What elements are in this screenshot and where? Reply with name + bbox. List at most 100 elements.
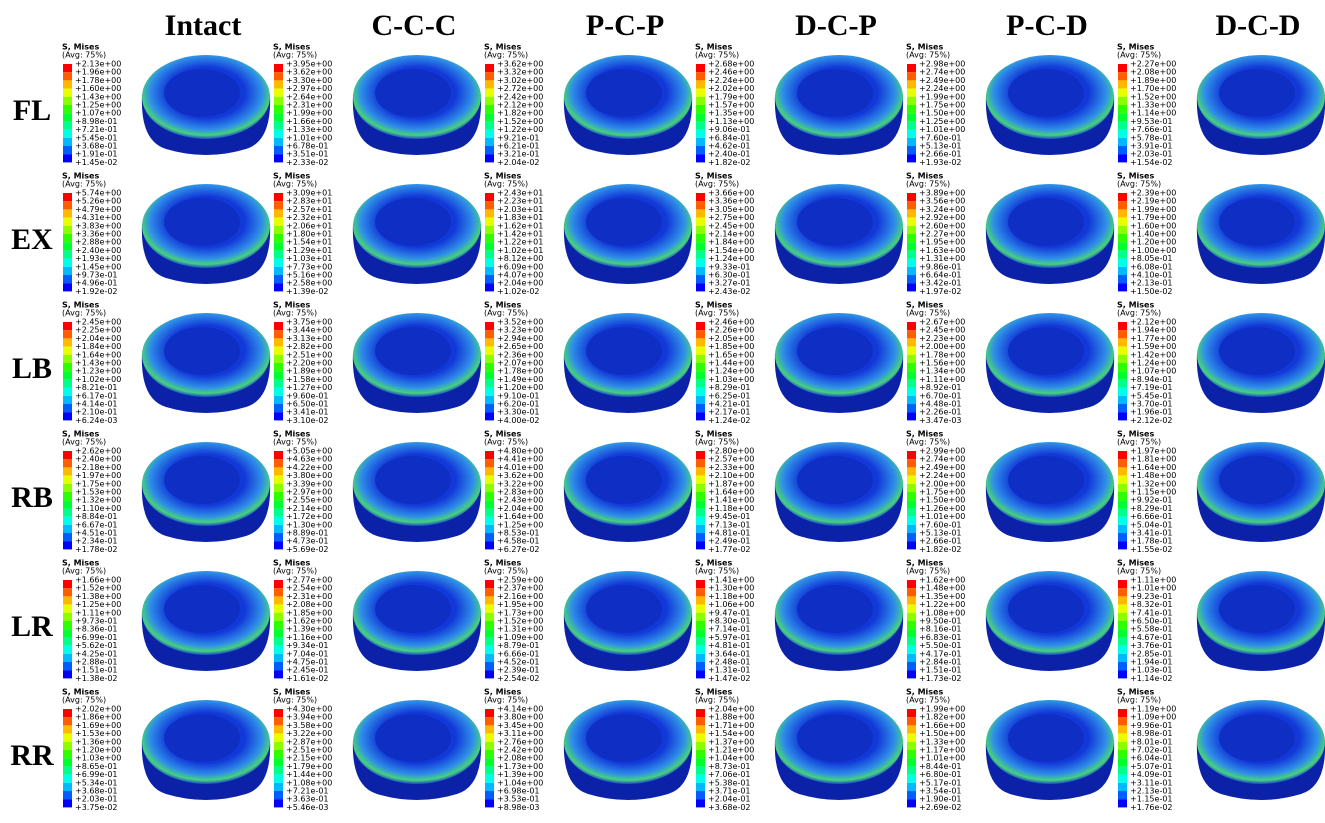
- legend-swatch: [907, 387, 916, 396]
- legend-value: +2.26e-01: [919, 408, 962, 417]
- legend-swatch: [907, 146, 916, 155]
- legend-swatch: [274, 741, 283, 750]
- legend-value: +3.62e+00: [497, 471, 543, 480]
- legend-value: +2.49e+00: [919, 463, 965, 472]
- legend-swatch: [907, 612, 916, 621]
- legend-swatch: [1118, 137, 1127, 146]
- legend-title: S, Mises: [695, 559, 732, 568]
- legend-value: +1.03e-01: [1130, 666, 1173, 675]
- legend-swatch: [1118, 500, 1127, 509]
- legend-swatch: [696, 541, 705, 550]
- legend-swatch: [485, 234, 494, 243]
- legend-value: +1.09e+00: [1130, 713, 1176, 722]
- legend-value: +2.40e-01: [708, 150, 751, 159]
- legend-title: S, Mises: [484, 430, 521, 439]
- legend-value: +2.07e+00: [497, 359, 543, 368]
- legend-value: +1.00e+00: [1130, 246, 1176, 255]
- legend-swatch: [1118, 250, 1127, 259]
- legend-subtitle: (Avg: 75%): [273, 180, 317, 189]
- legend-swatch: [696, 604, 705, 613]
- legend-swatch: [63, 72, 72, 81]
- legend-value: +2.33e-02: [286, 158, 329, 167]
- legend-value: +7.19e-01: [1130, 383, 1173, 392]
- legend-value: +2.23e+00: [919, 334, 965, 343]
- legend-swatch: [696, 105, 705, 114]
- legend-swatch: [63, 363, 72, 372]
- legend-swatch: [63, 451, 72, 460]
- legend-swatch: [1118, 371, 1127, 380]
- model-core: [375, 198, 451, 246]
- legend-swatch: [485, 604, 494, 613]
- cell: S, Mises(Avg: 75%)+5.05e+00+4.63e+00+4.2…: [273, 430, 482, 554]
- legend-value: +2.12e+00: [1130, 318, 1176, 327]
- legend-swatch: [274, 217, 283, 226]
- legend-title: S, Mises: [695, 172, 732, 181]
- model-core: [797, 69, 873, 117]
- legend-swatch: [1118, 121, 1127, 130]
- legend-value: +9.60e-01: [286, 391, 329, 400]
- legend-swatch: [907, 717, 916, 726]
- legend-swatch: [696, 637, 705, 646]
- legend-value: +9.92e-01: [1130, 496, 1173, 505]
- legend-swatch: [274, 467, 283, 476]
- legend-swatch: [63, 371, 72, 380]
- legend-value: +1.82e+00: [497, 109, 543, 118]
- legend-swatch: [274, 338, 283, 347]
- legend-swatch: [907, 371, 916, 380]
- cell: S, Mises(Avg: 75%)+2.39e+00+2.19e+00+1.9…: [1117, 172, 1325, 296]
- legend-value: +1.79e+00: [1130, 213, 1176, 222]
- legend-value: +8.01e-01: [1130, 737, 1173, 746]
- legend-title: S, Mises: [62, 430, 99, 439]
- legend-swatch: [1118, 774, 1127, 783]
- legend-swatch: [485, 129, 494, 138]
- legend-swatch: [696, 475, 705, 484]
- legend-swatch: [63, 766, 72, 775]
- legend-swatch: [63, 741, 72, 750]
- legend-swatch: [274, 379, 283, 388]
- legend-value: +2.66e-01: [919, 537, 962, 546]
- legend-value: +5.07e-01: [1130, 762, 1173, 771]
- legend-swatch: [1118, 395, 1127, 404]
- legend-value: +8.98e-03: [497, 803, 540, 812]
- legend-value: +1.32e+00: [1130, 479, 1176, 488]
- legend-swatch: [696, 193, 705, 202]
- legend-swatch: [696, 209, 705, 218]
- legend-subtitle: (Avg: 75%): [484, 567, 528, 576]
- legend-value: +1.99e+00: [919, 92, 965, 101]
- legend-title: S, Mises: [906, 559, 943, 568]
- legend-value: +3.52e+00: [497, 318, 543, 327]
- model-core: [375, 69, 451, 117]
- legend-swatch: [907, 193, 916, 202]
- legend-value: +1.24e+00: [1130, 359, 1176, 368]
- legend-value: +2.64e+00: [286, 92, 332, 101]
- model-core: [797, 714, 873, 762]
- legend-value: +1.31e-01: [708, 666, 751, 675]
- legend-subtitle: (Avg: 75%): [484, 309, 528, 318]
- legend-swatch: [696, 621, 705, 630]
- legend-swatch: [485, 88, 494, 97]
- legend-value: +7.13e-01: [708, 520, 751, 529]
- legend-value: +2.45e+00: [919, 326, 965, 335]
- legend-swatch: [485, 774, 494, 783]
- legend-swatch: [907, 275, 916, 284]
- legend-value: +3.64e-01: [708, 649, 751, 658]
- legend-swatch: [485, 580, 494, 589]
- legend-value: +2.08e+00: [1130, 68, 1176, 77]
- legend-swatch: [907, 451, 916, 460]
- legend-swatch: [1118, 387, 1127, 396]
- legend-swatch: [485, 612, 494, 621]
- legend-swatch: [696, 80, 705, 89]
- legend-value: +4.30e+00: [286, 705, 332, 714]
- legend-value: +1.85e+00: [708, 342, 754, 351]
- legend-value: +1.78e+00: [497, 367, 543, 376]
- legend-value: +8.16e-01: [919, 625, 962, 634]
- legend-value: +3.23e+00: [497, 326, 543, 335]
- legend-title: S, Mises: [1117, 301, 1154, 310]
- legend-swatch: [696, 64, 705, 73]
- legend-value: +8.36e-01: [75, 625, 118, 634]
- legend-value: +6.80e-01: [919, 770, 962, 779]
- legend-swatch: [485, 338, 494, 347]
- legend-value: +3.42e-01: [919, 279, 962, 288]
- legend-swatch: [485, 516, 494, 525]
- legend-swatch: [485, 750, 494, 759]
